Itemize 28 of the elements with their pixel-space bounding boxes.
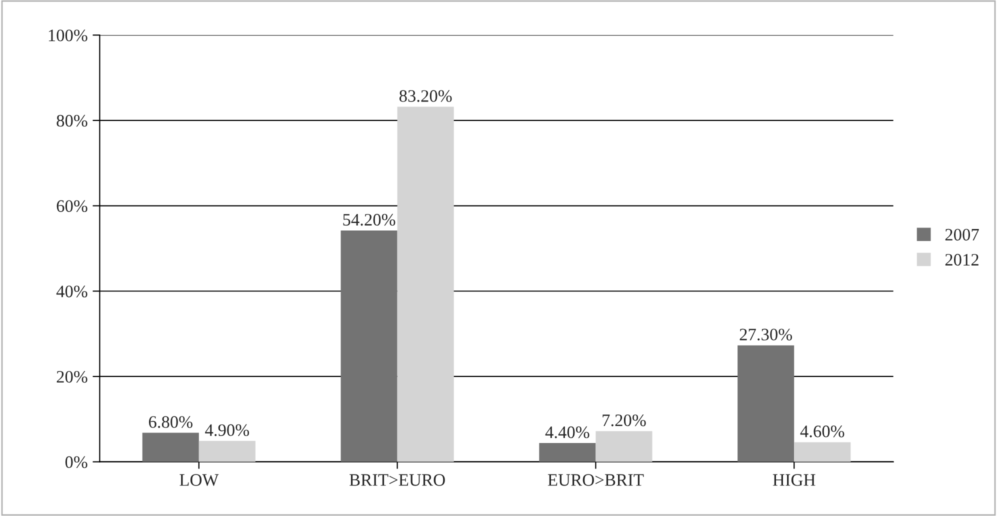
x-tick-label: HIGH [772,474,816,486]
bar [198,440,256,462]
y-tick-label: 40% [56,286,88,298]
y-tick-label: 60% [56,200,88,212]
bar [539,443,596,462]
x-tick-label: EURO>BRIT [548,474,644,486]
data-label: 54.20% [343,214,396,226]
y-tick-label: 0% [65,456,88,468]
bar [794,442,851,462]
y-tick-label: 20% [56,370,88,383]
y-tick-label: 80% [56,114,88,127]
data-label: 6.80% [148,416,192,428]
data-label: 83.20% [399,90,452,102]
x-tick-label: BRIT>EURO [350,474,445,486]
bar [738,345,794,462]
bar [142,432,199,462]
data-label: 4.60% [800,426,844,438]
data-label: 7.20% [602,414,646,426]
bar [596,431,652,462]
data-label: 4.90% [205,424,250,436]
x-tick-label: LOW [180,474,219,486]
data-label: 27.30% [740,328,792,340]
y-tick-label: 100% [48,30,88,42]
bar [397,106,454,462]
bar [340,230,398,462]
legend-label: 2012 [945,254,978,266]
legend-label: 2007 [945,228,979,241]
data-label: 4.40% [545,426,590,438]
